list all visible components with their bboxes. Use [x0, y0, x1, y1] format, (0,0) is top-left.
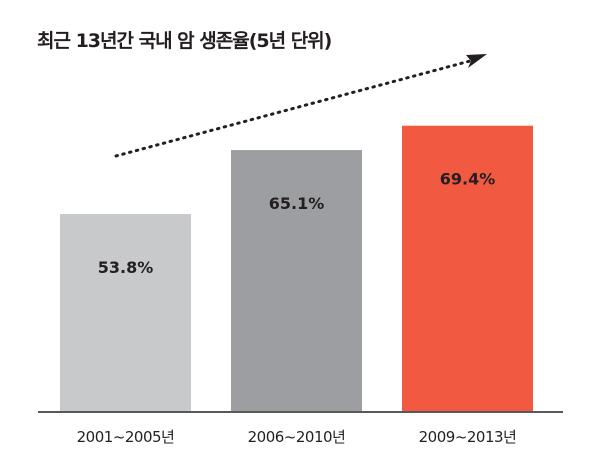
data-label-1: 53.8%: [98, 258, 154, 277]
x-tick-label-1: 2001~2005년: [77, 428, 175, 446]
bar-3: [402, 125, 533, 411]
trend-arrow-line: [114, 59, 472, 158]
chart-title: 최근 13년간 국내 암 생존율(5년 단위): [37, 30, 332, 52]
trend-arrowhead-icon: [466, 54, 487, 68]
bar-2: [231, 150, 362, 411]
data-label-3: 69.4%: [440, 170, 496, 189]
x-tick-label-2: 2006~2010년: [248, 428, 346, 446]
x-tick-label-3: 2009~2013년: [419, 428, 517, 446]
data-label-2: 65.1%: [269, 194, 325, 213]
bar-1: [60, 214, 191, 411]
